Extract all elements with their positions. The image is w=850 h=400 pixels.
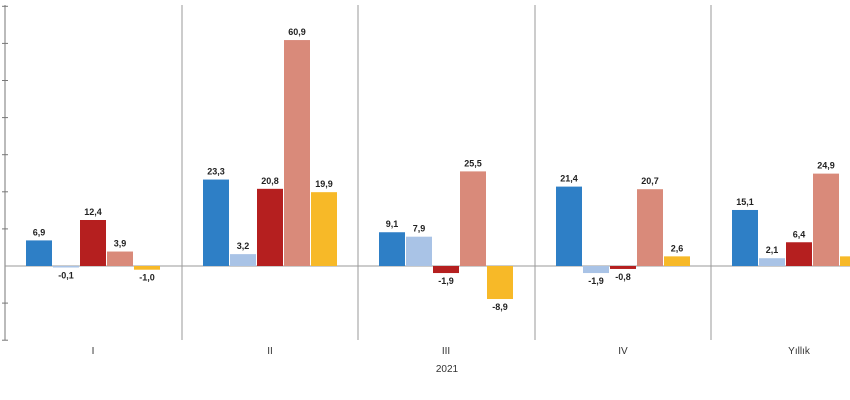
group-separators [181, 5, 712, 340]
bar [26, 240, 52, 266]
bar [460, 171, 486, 266]
bar [813, 173, 839, 266]
bar [786, 242, 812, 266]
bar [230, 254, 256, 266]
bar [203, 179, 229, 266]
category-label: Yıllık [788, 346, 811, 357]
bar [583, 266, 609, 274]
bar [610, 266, 636, 269]
value-label: -1,9 [438, 276, 454, 286]
bar [487, 266, 513, 300]
bar [637, 189, 663, 266]
bar [406, 236, 432, 266]
bar [284, 40, 310, 266]
value-label: 6,4 [793, 229, 806, 239]
value-label: 20,8 [261, 176, 279, 186]
value-label: 19,9 [315, 179, 333, 189]
value-label: -1,9 [588, 276, 604, 286]
value-label: 12,4 [84, 207, 102, 217]
value-label: 6,9 [33, 227, 46, 237]
bar [257, 188, 283, 266]
value-label: 3,9 [114, 239, 127, 249]
value-label: 21,4 [560, 174, 578, 184]
bar [732, 209, 758, 266]
value-label: -0,1 [58, 271, 74, 281]
bar [311, 192, 337, 266]
value-label: 7,9 [413, 224, 426, 234]
bar [433, 266, 459, 274]
category-label: I [92, 346, 95, 357]
y-axis-ticks [2, 5, 8, 341]
value-label: 9,1 [386, 219, 399, 229]
value-label: -1,0 [139, 273, 155, 283]
bar [379, 232, 405, 266]
value-label: 25,5 [464, 158, 482, 168]
category-label: II [267, 346, 273, 357]
bar [107, 251, 133, 266]
value-label: -0,8 [615, 272, 631, 282]
value-label: 2,6 [671, 243, 684, 253]
bar [80, 219, 106, 266]
value-label: 60,9 [288, 27, 306, 37]
value-label: 24,9 [817, 161, 835, 171]
value-label: 20,7 [641, 176, 659, 186]
value-label: 15,1 [736, 197, 754, 207]
category-labels: I II III IV Yıllık [92, 346, 811, 357]
value-labels: 6,9 23,3 9,1 21,4 15,1 -0,1 3,2 7,9 -1,9 2,1 12,4 2… [33, 27, 835, 312]
bar [53, 266, 79, 268]
value-label: -8,9 [492, 302, 508, 312]
category-label: III [442, 346, 450, 357]
value-label: 2,1 [766, 245, 779, 255]
bar [840, 256, 850, 266]
bar [134, 266, 160, 270]
bars [26, 40, 850, 300]
category-label: IV [618, 346, 628, 357]
bar [759, 258, 785, 266]
value-label: 23,3 [207, 167, 225, 177]
bar [664, 256, 690, 266]
chart-axes [4, 5, 850, 340]
year-label: 2021 [436, 364, 459, 375]
value-label: 3,2 [237, 241, 250, 251]
bar [556, 186, 582, 266]
